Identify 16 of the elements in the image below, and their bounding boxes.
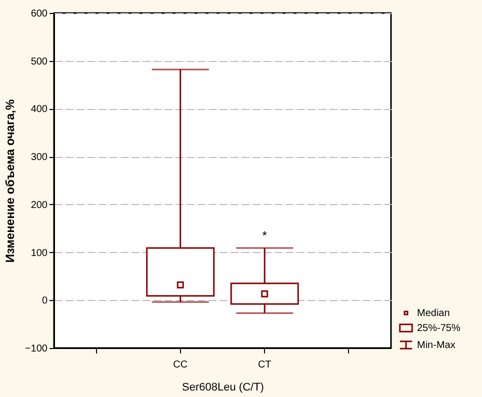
y-tick-label: 0 <box>42 296 48 307</box>
x-tick-label: CT <box>258 360 272 370</box>
y-axis-title: Изменение объема очага,% <box>2 99 17 263</box>
text: Min-Max <box>417 340 456 351</box>
y-tick-label: 300 <box>30 152 48 164</box>
y-tick-label: 500 <box>30 56 48 68</box>
text: 25%-75% <box>417 323 460 334</box>
y-tick-label: 400 <box>30 104 48 116</box>
y-tick-label: 200 <box>30 200 48 211</box>
y-tick-label: 600 <box>30 8 48 20</box>
annotation: * <box>262 228 268 243</box>
x-axis-title: Ser608Leu (C/T) <box>182 382 264 394</box>
x-tick-label: CC <box>173 360 188 370</box>
text: Median <box>417 308 450 319</box>
y-tick-label: −100 <box>24 344 48 354</box>
y-tick-label: 100 <box>30 248 48 259</box>
